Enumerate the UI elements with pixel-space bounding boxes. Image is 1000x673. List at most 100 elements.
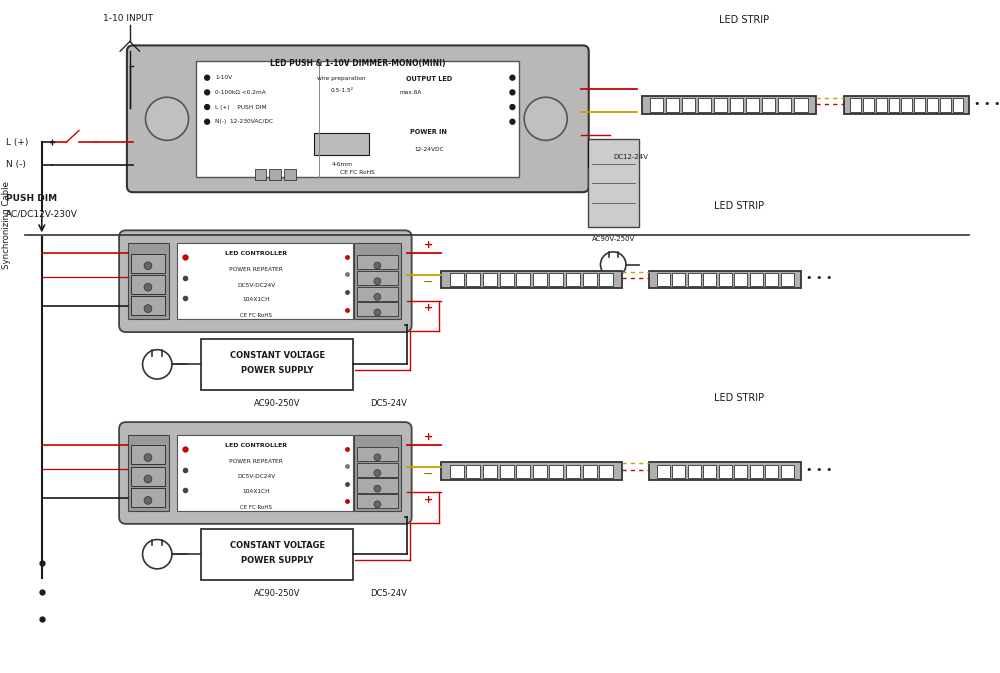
Text: AC90-250V: AC90-250V [254,399,300,408]
Bar [672,464,685,478]
Bar [466,273,480,286]
Circle shape [510,104,515,110]
Bar [765,464,778,478]
Bar [516,464,530,478]
Text: AC90V-250V: AC90V-250V [592,236,635,242]
Bar [177,243,353,320]
Text: POWER SUPPLY: POWER SUPPLY [241,366,313,375]
Circle shape [374,470,381,476]
Text: LED STRIP: LED STRIP [714,201,764,211]
Text: DC5V-DC24V: DC5V-DC24V [237,474,275,479]
Bar [583,464,597,478]
Bar [688,273,701,286]
Circle shape [144,262,152,270]
Bar [876,98,887,112]
FancyBboxPatch shape [127,45,589,192]
Text: +: + [424,304,433,314]
Bar [714,98,727,112]
Bar [901,98,912,112]
Bar [657,273,670,286]
Text: OUTPUT LED: OUTPUT LED [406,75,452,81]
Bar [762,98,775,112]
Text: CE FC RoHS: CE FC RoHS [240,313,272,318]
Bar [599,464,613,478]
FancyBboxPatch shape [119,422,412,524]
FancyBboxPatch shape [501,52,585,185]
Text: • • •: • • • [806,273,832,283]
Circle shape [144,475,152,483]
Bar [850,98,861,112]
Circle shape [205,104,210,110]
Bar [357,494,398,508]
Text: 1-10V: 1-10V [215,75,232,80]
Bar [131,254,165,273]
Text: CONSTANT VOLTAGE: CONSTANT VOLTAGE [230,541,325,550]
FancyBboxPatch shape [119,230,412,332]
Bar [703,273,716,286]
Circle shape [144,497,152,504]
Text: LED PUSH & 1-10V DIMMER-MONO(MINI): LED PUSH & 1-10V DIMMER-MONO(MINI) [270,59,446,69]
Text: AC90-250V: AC90-250V [254,589,300,598]
Circle shape [374,309,381,316]
Bar [131,275,165,294]
Bar [765,273,778,286]
Bar [588,139,639,227]
Text: 10AX1CH: 10AX1CH [242,297,270,302]
Circle shape [144,283,152,291]
Bar [889,98,899,112]
Text: POWER REPEATER: POWER REPEATER [229,459,283,464]
Bar [466,464,480,478]
Circle shape [374,262,381,269]
Bar [750,273,763,286]
Bar [734,273,747,286]
Bar [201,529,353,579]
Bar [703,464,716,478]
Bar [450,464,464,478]
Bar [914,98,925,112]
Bar [682,98,695,112]
Bar [927,98,938,112]
Bar [549,273,563,286]
Circle shape [510,90,515,95]
Text: POWER IN: POWER IN [410,129,447,135]
Text: N (-): N (-) [6,160,25,170]
Circle shape [374,293,381,300]
Bar [730,98,743,112]
Text: 4-6mm: 4-6mm [331,162,352,168]
Bar [566,273,580,286]
Bar [131,296,165,316]
Text: 0.5-1.5²: 0.5-1.5² [330,88,353,93]
Bar [196,61,519,176]
Bar [688,464,701,478]
Text: LED CONTROLLER: LED CONTROLLER [225,251,287,256]
Bar [354,243,401,320]
FancyBboxPatch shape [129,52,215,185]
Circle shape [374,454,381,461]
Bar [255,169,266,180]
Bar [698,98,711,112]
Bar [284,169,296,180]
Circle shape [205,90,210,95]
Bar [953,98,963,112]
Bar [128,243,169,320]
Text: N(-)  12-230VAC/DC: N(-) 12-230VAC/DC [215,119,273,125]
Bar [357,447,398,461]
Bar [649,462,801,480]
Text: wire preparation: wire preparation [317,76,366,81]
Bar [533,464,547,478]
Bar [734,464,747,478]
Bar [863,98,874,112]
Text: +: + [424,432,433,442]
Circle shape [374,501,381,507]
Bar [357,302,398,316]
Text: PUSH DIM: PUSH DIM [6,194,57,203]
Text: DC5-24V: DC5-24V [371,589,407,598]
Bar [314,133,369,155]
Bar [201,339,353,390]
Bar [483,273,497,286]
Bar [746,98,759,112]
Text: 10AX1CH: 10AX1CH [242,489,270,494]
Bar [649,271,801,288]
Bar [566,464,580,478]
Text: DC5-24V: DC5-24V [371,399,407,408]
